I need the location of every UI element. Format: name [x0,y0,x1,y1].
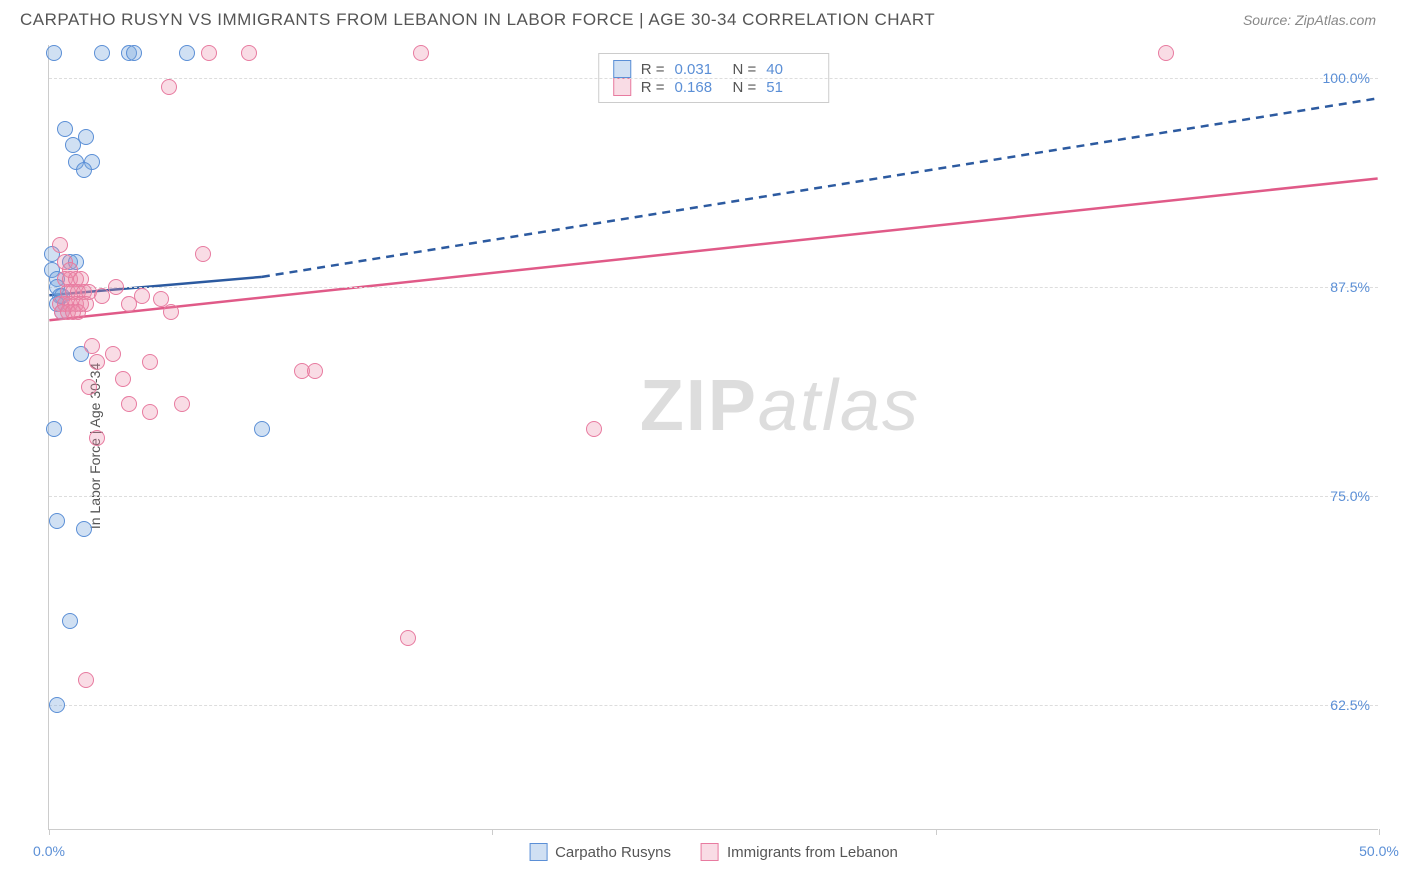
data-point [52,237,68,253]
xtick-label: 50.0% [1359,843,1399,859]
stat-row-pink: R = 0.168 N = 51 [613,78,815,96]
data-point [179,45,195,61]
gridline [49,78,1378,79]
plot-area: ZIPatlas R = 0.031 N = 40 R = 0.168 N = … [48,45,1378,830]
data-point [78,672,94,688]
swatch-blue-icon [613,60,631,78]
ytick-label: 62.5% [1330,697,1370,713]
legend-label-pink: Immigrants from Lebanon [727,844,898,861]
data-point [241,45,257,61]
legend-item-pink: Immigrants from Lebanon [701,843,898,861]
n-label: N = [733,61,757,78]
n-label: N = [733,79,757,96]
gridline [49,705,1378,706]
legend-item-blue: Carpatho Rusyns [529,843,671,861]
xtick-mark [492,829,493,835]
data-point [134,288,150,304]
data-point [49,697,65,713]
data-point [81,379,97,395]
gridline [49,496,1378,497]
data-point [121,396,137,412]
data-point [254,421,270,437]
data-point [174,396,190,412]
data-point [49,513,65,529]
data-point [62,613,78,629]
data-point [142,404,158,420]
gridline [49,287,1378,288]
data-point [400,630,416,646]
data-point [201,45,217,61]
data-point [84,338,100,354]
swatch-blue-icon [529,843,547,861]
swatch-pink-icon [701,843,719,861]
data-point [126,45,142,61]
data-point [195,246,211,262]
data-point [76,521,92,537]
data-point [1158,45,1174,61]
r-label: R = [641,61,665,78]
data-point [70,304,86,320]
stat-row-blue: R = 0.031 N = 40 [613,60,815,78]
trend-lines [49,45,1378,829]
legend-label-blue: Carpatho Rusyns [555,844,671,861]
chart-header: CARPATHO RUSYN VS IMMIGRANTS FROM LEBANO… [0,0,1406,40]
r-value-blue: 0.031 [675,61,723,78]
data-point [57,121,73,137]
r-value-pink: 0.168 [675,79,723,96]
data-point [46,45,62,61]
n-value-blue: 40 [766,61,814,78]
data-point [46,421,62,437]
data-point [142,354,158,370]
data-point [78,129,94,145]
data-point [105,346,121,362]
xtick-mark [936,829,937,835]
data-point [94,45,110,61]
data-point [76,162,92,178]
xtick-mark [49,829,50,835]
data-point [161,79,177,95]
data-point [108,279,124,295]
swatch-pink-icon [613,78,631,96]
ytick-label: 87.5% [1330,279,1370,295]
xtick-mark [1379,829,1380,835]
data-point [413,45,429,61]
data-point [89,354,105,370]
ytick-label: 75.0% [1330,488,1370,504]
data-point [115,371,131,387]
data-point [163,304,179,320]
xtick-label: 0.0% [33,843,65,859]
chart-source: Source: ZipAtlas.com [1243,12,1376,28]
ytick-label: 100.0% [1323,70,1370,86]
r-label: R = [641,79,665,96]
legend: Carpatho Rusyns Immigrants from Lebanon [529,843,898,861]
data-point [586,421,602,437]
n-value-pink: 51 [766,79,814,96]
data-point [307,363,323,379]
chart-title: CARPATHO RUSYN VS IMMIGRANTS FROM LEBANO… [20,10,935,30]
data-point [89,430,105,446]
